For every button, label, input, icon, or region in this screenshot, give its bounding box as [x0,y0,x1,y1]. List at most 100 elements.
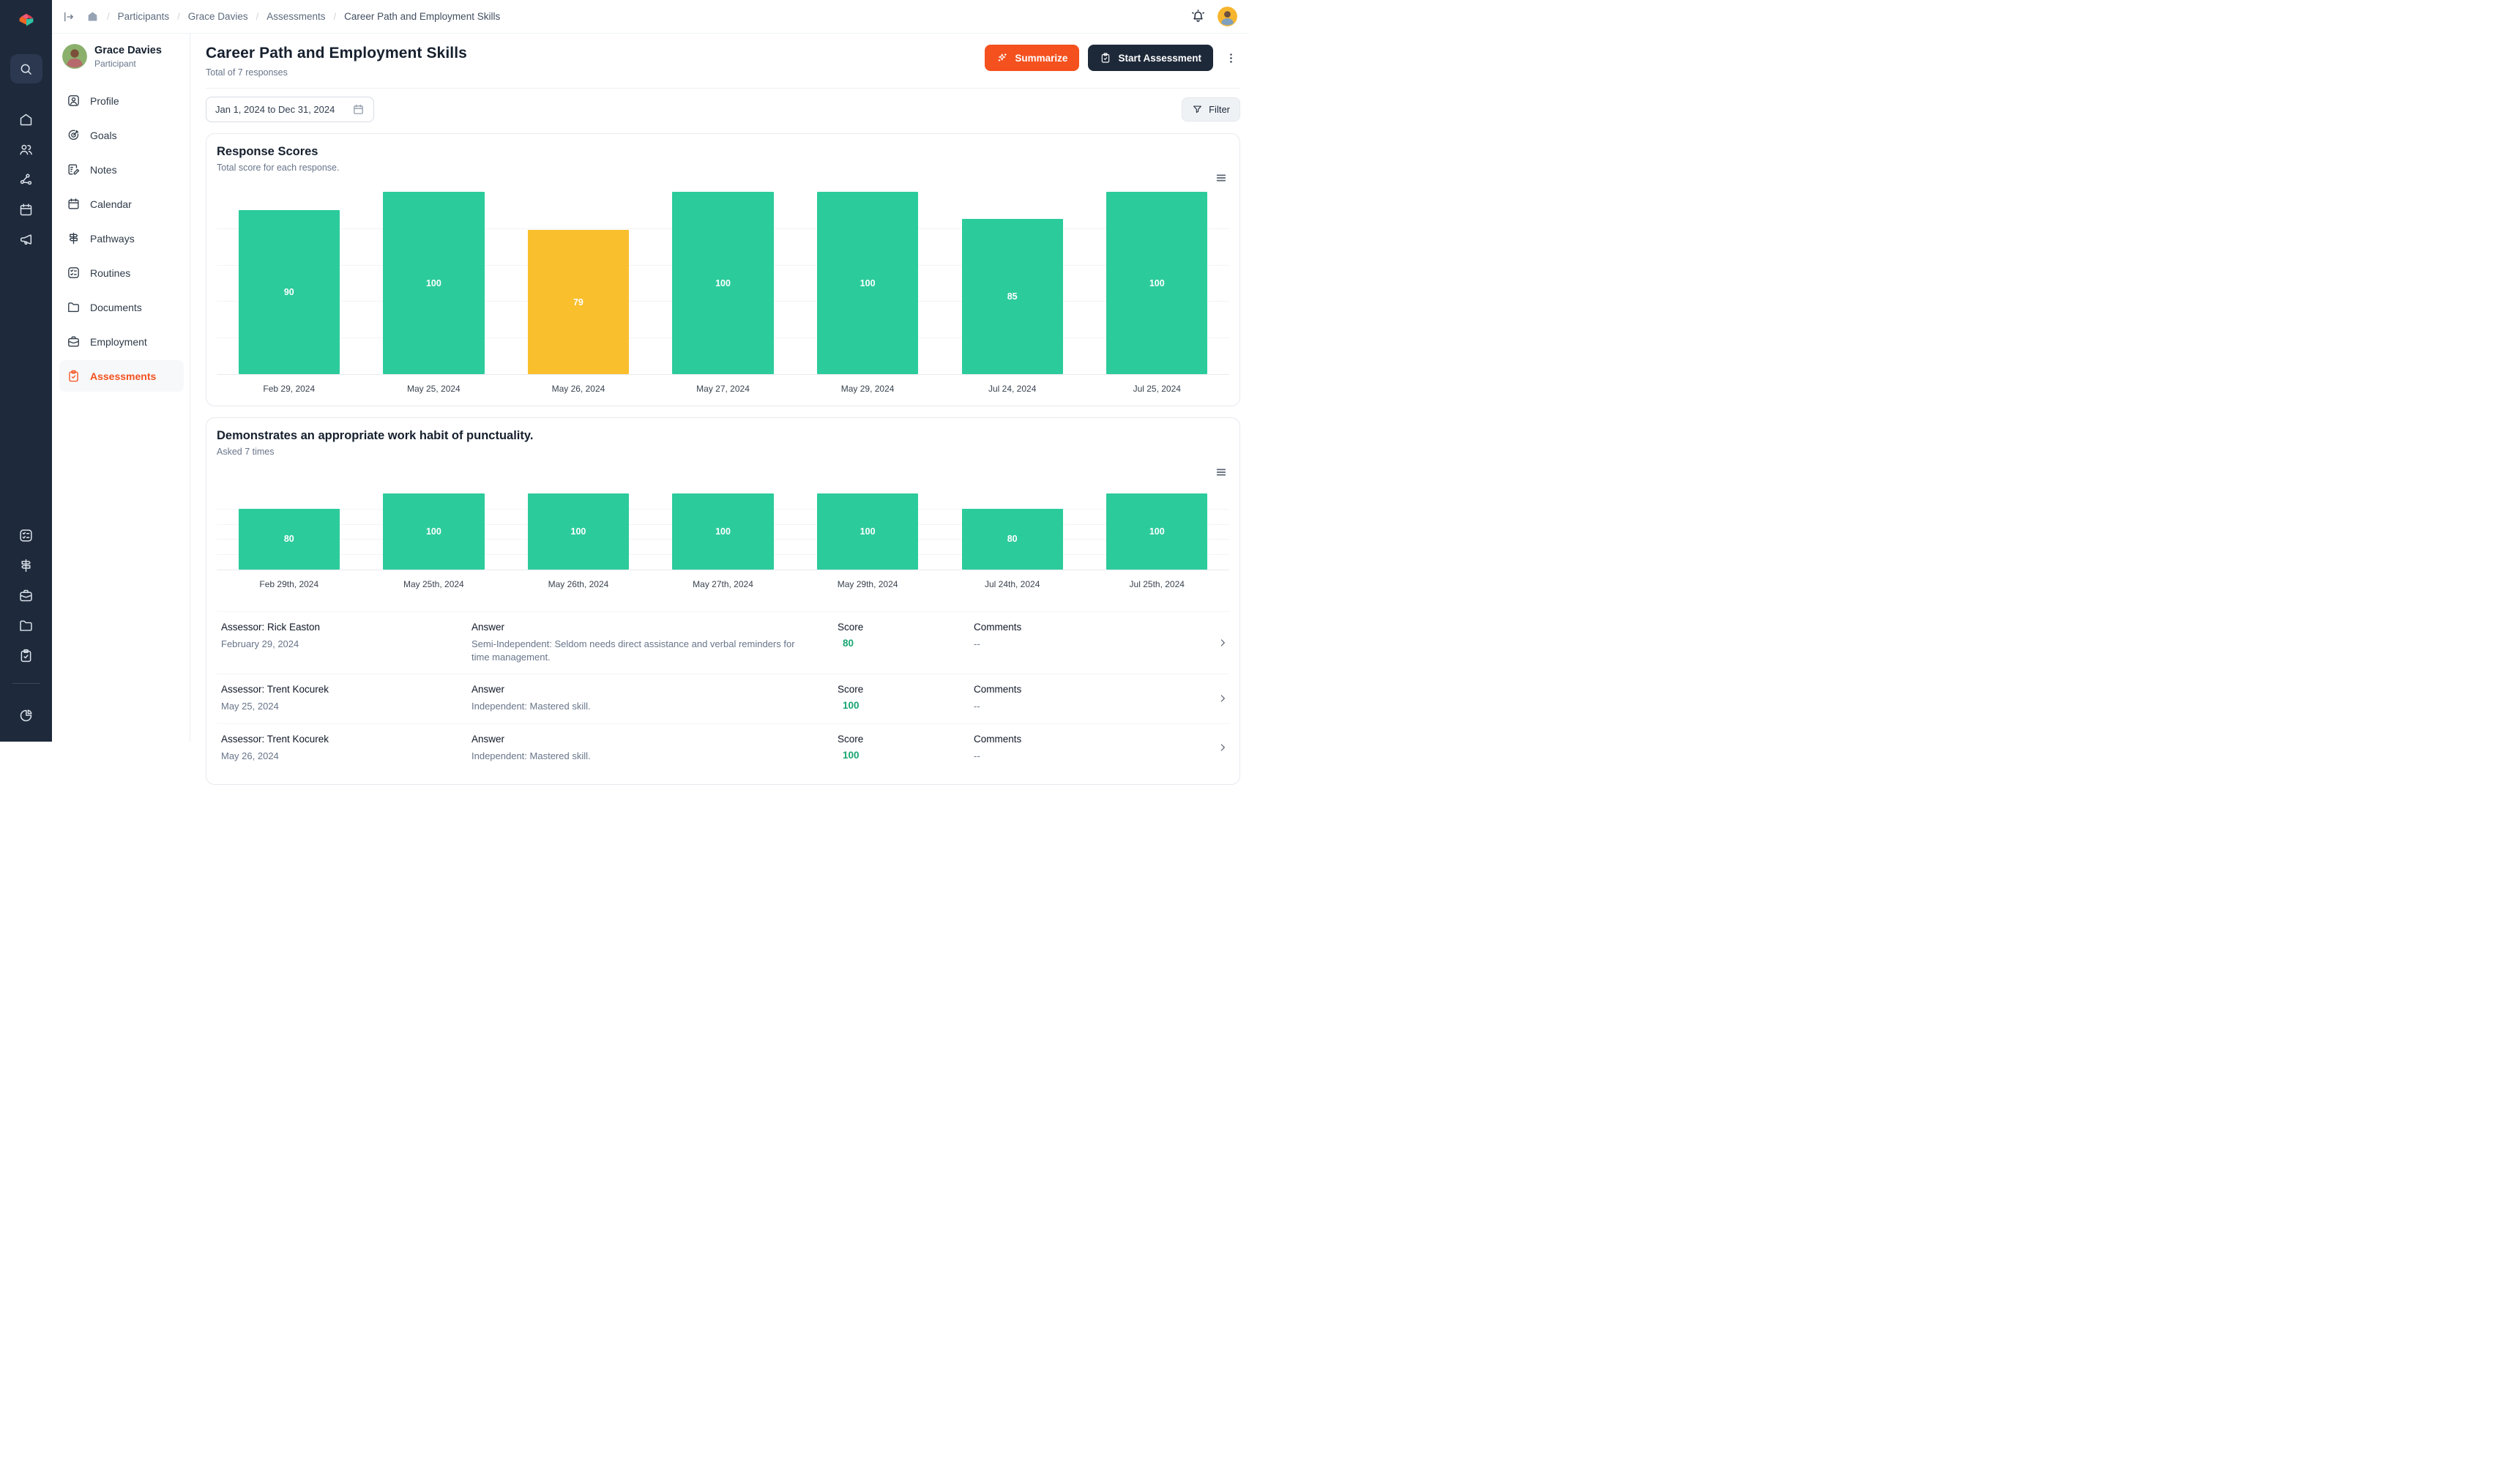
question-scores-chart: 80 100 100 100 100 80 100 [217,493,1229,570]
x-axis-label: May 26th, 2024 [548,579,609,589]
sidebar-item-assessments[interactable]: Assessments [59,360,184,392]
bar-may-27th-2024[interactable]: 100 [672,493,774,570]
x-axis-label: May 27, 2024 [696,384,750,394]
breadcrumb-participant-name[interactable]: Grace Davies [187,11,248,22]
bar-may-26-2024[interactable]: 79 [527,230,630,374]
profile-icon [67,94,81,108]
x-axis-label: May 25th, 2024 [403,579,464,589]
assessment-date: February 29, 2024 [221,638,299,649]
rail-users-button[interactable] [10,141,42,157]
calendar-icon [18,202,34,217]
search-icon [18,61,34,77]
rail-megaphone-button[interactable] [10,231,42,247]
sidebar-item-routines[interactable]: Routines [59,257,184,288]
bar-may-26th-2024[interactable]: 100 [527,493,630,570]
breadcrumb-participants[interactable]: Participants [117,11,170,22]
bar-column: 100 [362,493,507,570]
question-title: Demonstrates an appropriate work habit o… [217,429,534,442]
chevron-right-icon[interactable] [1218,638,1228,648]
sidebar-item-calendar[interactable]: Calendar [59,188,184,220]
app-rail [0,0,52,742]
signpost-icon [18,558,34,573]
bar-jul-25-2024[interactable]: 100 [1106,192,1208,374]
funnel-icon [1192,104,1203,115]
rail-share-button[interactable] [10,171,42,187]
sidebar-item-employment[interactable]: Employment [59,326,184,357]
bar-column: 90 [217,192,362,374]
rail-calendar-button[interactable] [10,201,42,217]
participant-avatar [62,44,87,69]
bar-value-label: 100 [1149,277,1165,288]
rail-briefcase-button[interactable] [10,587,42,603]
sidebar-item-label: Routines [90,266,131,279]
clipboard-icon [1100,52,1111,64]
score-label: Score [838,622,864,633]
more-options-icon[interactable] [1222,51,1240,66]
breadcrumb-current: Career Path and Employment Skills [344,11,501,22]
bar-jul-25th-2024[interactable]: 100 [1106,493,1208,570]
answer-label: Answer [471,622,505,633]
rail-reports-button[interactable] [10,701,42,730]
filter-button[interactable]: Filter [1182,97,1240,122]
share-icon [18,172,34,187]
bar-may-29th-2024[interactable]: 100 [816,493,919,570]
sidebar-item-documents[interactable]: Documents [59,291,184,323]
rail-home-button[interactable] [10,111,42,127]
chart-menu-icon[interactable] [1215,466,1227,478]
bar-may-27-2024[interactable]: 100 [672,192,774,374]
bar-may-29-2024[interactable]: 100 [816,192,919,374]
bar-column: 80 [940,493,1085,570]
summarize-button[interactable]: Summarize [985,45,1080,71]
chevron-right-icon[interactable] [1218,742,1228,753]
routines-icon [67,266,81,280]
sidebar-item-notes[interactable]: Notes [59,154,184,185]
bar-value-label: 100 [715,526,731,537]
rail-search-button[interactable] [10,54,42,83]
sidebar-collapse-icon[interactable] [62,10,75,23]
header-divider [206,88,1240,89]
calendar-icon [352,103,365,116]
bar-jul-24th-2024[interactable]: 80 [961,508,1063,570]
sidebar-item-goals[interactable]: Goals [59,119,184,151]
sidebar-item-label: Assessments [90,370,157,382]
answer-label: Answer [471,733,505,745]
rail-checklist-button[interactable] [10,527,42,543]
clipboard-icon [18,648,34,663]
response-row-1[interactable]: Assessor: Rick Easton February 29, 2024 An… [217,611,1229,674]
bar-may-25-2024[interactable]: 100 [383,192,485,374]
comments-label: Comments [974,622,1022,633]
chevron-right-icon[interactable] [1218,693,1228,704]
x-axis-label: May 26, 2024 [551,384,605,394]
bar-feb-29th-2024[interactable]: 80 [238,508,340,570]
response-row-3[interactable]: Assessor: Trent Kocurek May 26, 2024 Answe… [217,723,1229,773]
score-value: 100 [843,700,860,712]
bar-feb-29-2024[interactable]: 90 [238,209,340,374]
bar-value-label: 100 [860,277,876,288]
rail-clipboard-button[interactable] [10,647,42,663]
start-assessment-button[interactable]: Start Assessment [1088,45,1213,71]
bar-value-label: 100 [860,526,876,537]
chart-menu-icon[interactable] [1215,172,1227,184]
sidebar-item-profile[interactable]: Profile [59,85,184,116]
employment-icon [67,335,81,348]
bar-jul-24-2024[interactable]: 85 [961,219,1063,374]
score-value: 80 [843,638,854,649]
notifications-bell-icon[interactable] [1190,9,1206,24]
responses-count: Total of 7 responses [206,67,288,78]
response-scores-chart: 90 100 79 100 100 85 100 [217,192,1229,375]
bar-value-label: 100 [570,526,586,537]
date-range-picker[interactable]: Jan 1, 2024 to Dec 31, 2024 [206,97,375,122]
bar-may-25th-2024[interactable]: 100 [383,493,485,570]
current-user-avatar[interactable] [1218,7,1237,26]
bar-value-label: 80 [283,534,294,545]
score-label: Score [838,733,864,745]
rail-signpost-button[interactable] [10,557,42,573]
bar-column: 100 [795,192,940,374]
home-breadcrumb-icon[interactable] [86,10,99,23]
breadcrumb-assessments[interactable]: Assessments [266,11,326,22]
response-row-2[interactable]: Assessor: Trent Kocurek May 25, 2024 Answe… [217,674,1229,723]
rail-folder-button[interactable] [10,617,42,633]
breadcrumb-separator: / [177,11,180,22]
sidebar-item-pathways[interactable]: Pathways [59,223,184,254]
bar-value-label: 85 [1007,291,1018,302]
